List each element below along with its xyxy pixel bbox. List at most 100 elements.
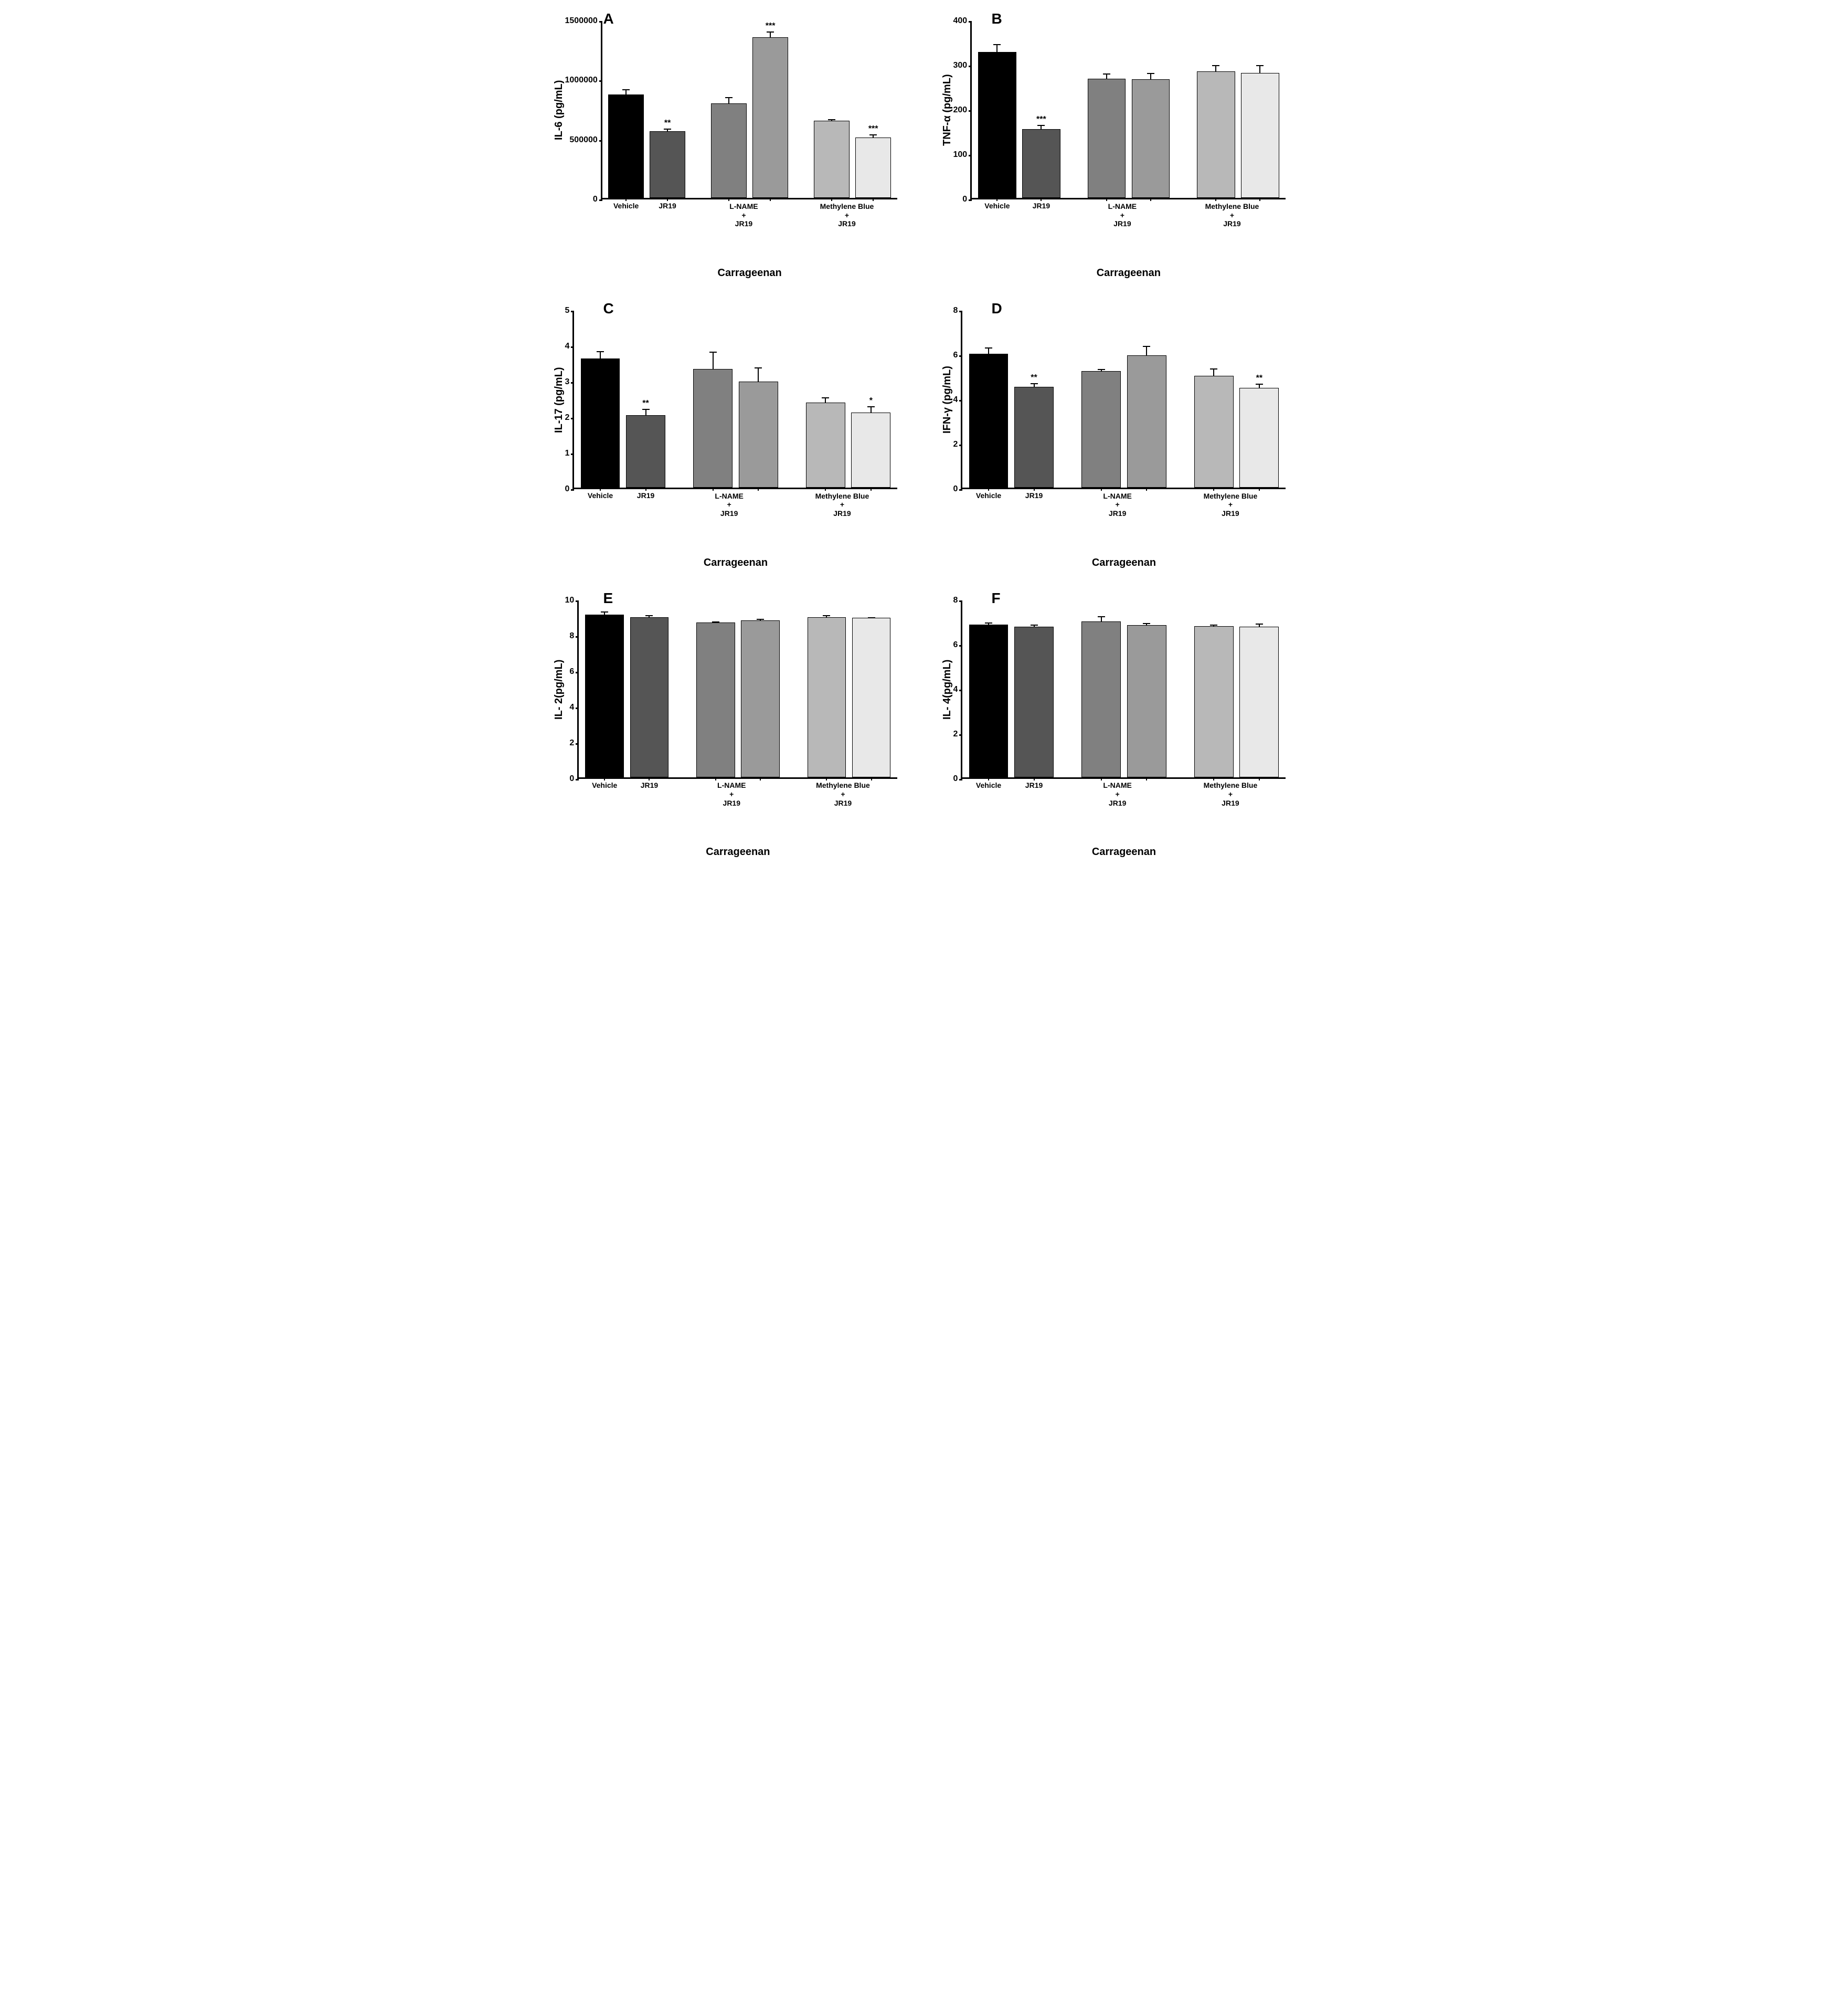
x-gap: [1060, 491, 1076, 500]
x-tick-label: [739, 491, 778, 500]
x-group-top: L-NAME: [717, 781, 746, 789]
bar-slot: ***: [855, 21, 891, 198]
bar-slot: [739, 311, 778, 488]
x-label-text: Vehicle: [984, 202, 1010, 210]
error-bar: [1034, 625, 1035, 627]
bar-JR19: ***: [1022, 129, 1060, 198]
bar-gap: [786, 600, 801, 777]
error-bar: [1146, 346, 1147, 356]
x-axis-title: Carrageenan: [574, 557, 897, 569]
x-tick-mark: [1101, 777, 1102, 780]
bar-slot: **: [626, 311, 665, 488]
y-axis-label: IL- 2(pg/mL): [551, 600, 565, 779]
bar-L-NAMEplusJR19: [1132, 79, 1170, 198]
x-tick-label: Vehicle: [608, 202, 644, 210]
x-label-text: Vehicle: [976, 781, 1001, 789]
x-tick-mark: [760, 777, 761, 780]
bar-Methylene-BlueplusJR19: **: [1239, 388, 1279, 488]
x-axis-area: VehicleJR19L-NAME+JR19Methylene Blue+JR1…: [962, 779, 1285, 859]
x-tick-mark: [770, 198, 771, 201]
x-group-label-mb: Methylene Blue+JR19: [1204, 492, 1258, 518]
x-group-mid: +: [729, 790, 734, 798]
panel-C: CIL-17 (pg/mL)543210***IL-17 (pg/mL)5432…: [551, 311, 897, 569]
error-bar: [667, 129, 668, 132]
bar-slot: [741, 600, 780, 777]
x-group-mid: +: [1120, 211, 1124, 219]
x-group-mid: +: [1116, 500, 1120, 509]
bar-L-NAME: [1081, 621, 1121, 777]
x-group-top: Methylene Blue: [1204, 492, 1258, 500]
y-axis-label: IFN-γ (pg/mL): [939, 311, 953, 489]
significance-marker: ***: [766, 22, 776, 31]
error-bar: [871, 618, 872, 619]
bar-gap: [1176, 21, 1191, 198]
bar-slot: [1132, 21, 1170, 198]
bars-container: ***: [972, 21, 1285, 198]
y-axis: 150000010000005000000: [565, 21, 602, 199]
bars-container: [579, 600, 897, 777]
x-tick-mark: [713, 488, 714, 491]
bar-L-NAME: [1081, 371, 1121, 488]
x-tick-mark: [1259, 777, 1260, 780]
bar-slot: [1014, 600, 1054, 777]
x-axis-area: VehicleJR19L-NAME+JR19Methylene Blue+JR1…: [602, 199, 897, 279]
x-label-text: JR19: [659, 202, 676, 210]
x-tick-mark: [1215, 198, 1216, 201]
error-bar: [871, 407, 872, 413]
x-group-label-mb: Methylene Blue+JR19: [1204, 781, 1258, 807]
panel-F: FIL- 4(pg/mL)86420IL- 4(pg/mL)86420Vehic…: [939, 600, 1286, 859]
x-group-label-mb: Methylene Blue+JR19: [816, 781, 870, 807]
bar-slot: [969, 311, 1009, 488]
x-tick-mark: [1034, 488, 1035, 491]
plot: ***: [972, 21, 1285, 199]
x-group-labels: L-NAME+JR19Methylene Blue+JR19: [579, 789, 897, 816]
panel-A: AIL-6 (pg/mL)150000010000005000000******…: [551, 21, 897, 279]
error-bar: [649, 616, 650, 617]
error-bar: [988, 348, 989, 354]
bar-slot: **: [650, 21, 685, 198]
x-axis-area: VehicleJR19L-NAME+JR19Methylene Blue+JR1…: [962, 489, 1285, 569]
bar-slot: [585, 600, 624, 777]
bar-gap: [1060, 311, 1076, 488]
error-bar: [1034, 384, 1035, 388]
x-tick-label: Vehicle: [969, 491, 1009, 500]
bar-slot: [1194, 600, 1234, 777]
x-group-label-mb: Methylene Blue+JR19: [820, 202, 874, 228]
bar-Methylene-Blue: [1194, 376, 1234, 488]
error-bar: [1041, 125, 1042, 130]
x-group-top: L-NAME: [1103, 781, 1131, 789]
bar-slot: [711, 21, 747, 198]
x-group-top: L-NAME: [1103, 492, 1131, 500]
chart-area: IL-17 (pg/mL)543210***: [551, 311, 897, 489]
bar-slot: [814, 21, 850, 198]
bar-JR19: **: [1014, 387, 1054, 488]
x-axis-area: VehicleJR19L-NAME+JR19Methylene Blue+JR1…: [972, 199, 1285, 279]
bars-container: [962, 600, 1285, 777]
significance-marker: **: [1031, 373, 1037, 383]
bar-slot: [969, 600, 1009, 777]
x-group-label-mb: Methylene Blue+JR19: [1205, 202, 1259, 228]
bar-slot: [1241, 21, 1279, 198]
x-tick-mark: [645, 488, 646, 491]
error-bar: [625, 90, 627, 95]
chart-area: IL- 2(pg/mL)1086420: [551, 600, 897, 779]
x-tick-label: JR19: [1022, 202, 1060, 210]
x-gap: [786, 781, 801, 790]
x-tick-mark: [988, 488, 989, 491]
error-bar: [1146, 624, 1147, 625]
bar-slot: [1239, 600, 1279, 777]
x-tick-label: Vehicle: [969, 781, 1009, 790]
x-tick-label: [1127, 491, 1166, 500]
x-group-top: Methylene Blue: [1205, 202, 1259, 210]
bar-L-NAMEplusJR19: [1127, 355, 1166, 487]
x-group-label-mb: Methylene Blue+JR19: [815, 492, 869, 518]
bar-slot: [852, 600, 891, 777]
x-tick-label: JR19: [626, 491, 665, 500]
error-bar: [1259, 624, 1260, 627]
bar-slot: ***: [752, 21, 788, 198]
bar-slot: [1081, 600, 1121, 777]
x-axis-wrap: IL- 2(pg/mL)1086420VehicleJR19L-NAME+JR1…: [551, 779, 897, 859]
chart-area: TNF-α (pg/mL)4003002001000***: [939, 21, 1286, 199]
bar-slot: *: [851, 311, 890, 488]
error-bar: [1215, 66, 1216, 72]
